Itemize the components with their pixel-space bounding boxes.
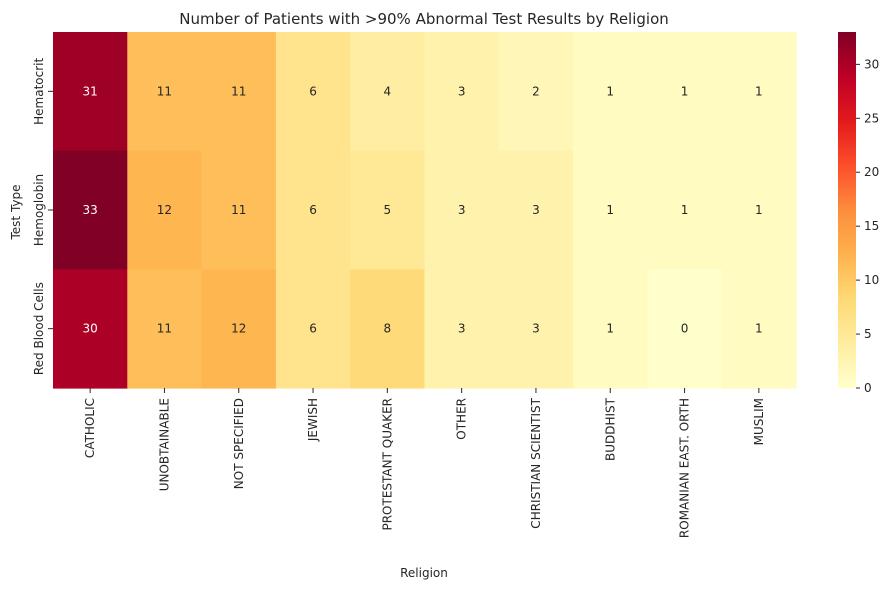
colorbar-tick-label: 5 xyxy=(864,327,872,341)
cell-value-label: 12 xyxy=(231,322,246,336)
cell-value-label: 1 xyxy=(755,203,763,217)
cell-value-label: 3 xyxy=(458,203,466,217)
colorbar-tick-label: 30 xyxy=(864,57,879,71)
colorbar: 0 5 10 15 20 25 30 xyxy=(838,32,879,395)
heatmap-cell xyxy=(201,32,277,152)
cell-value-label: 11 xyxy=(231,203,246,217)
cell-value-label: 12 xyxy=(157,203,172,217)
heatmap-cell xyxy=(127,269,203,389)
y-axis-label: Test Type xyxy=(9,184,23,240)
heatmap-cell xyxy=(424,269,500,389)
cell-value-label: 8 xyxy=(384,322,392,336)
x-tick-label: MUSLIM xyxy=(752,398,766,445)
heatmap-cell xyxy=(573,150,648,270)
colorbar-tick-label: 20 xyxy=(864,165,879,179)
heatmap-cell xyxy=(424,32,500,152)
heatmap-cell xyxy=(275,32,351,152)
cell-value-label: 11 xyxy=(157,84,172,98)
cell-value-label: 33 xyxy=(83,203,98,217)
colorbar-tick-label: 25 xyxy=(864,111,879,125)
cell-value-label: 3 xyxy=(532,203,540,217)
heatmap-cell xyxy=(573,32,648,152)
x-axis-label: Religion xyxy=(400,566,448,580)
heatmap-cell xyxy=(127,150,203,270)
x-tick-label: JEWISH xyxy=(306,398,320,442)
cell-value-label: 1 xyxy=(606,84,614,98)
heatmap-cell xyxy=(53,150,128,270)
x-axis: CATHOLIC UNOBTAINABLE NOT SPECIFIED JEWISH P… xyxy=(83,388,766,538)
heatmap-cell xyxy=(647,269,723,389)
y-tick-label: Red Blood Cells xyxy=(32,282,46,375)
x-tick-label: OTHER xyxy=(455,398,469,440)
heatmap-cell xyxy=(127,32,203,152)
cell-value-label: 1 xyxy=(755,322,763,336)
x-tick-label: NOT SPECIFIED xyxy=(232,398,246,489)
heatmap-cell xyxy=(721,150,797,270)
heatmap-cell xyxy=(53,32,128,152)
heatmap-cell xyxy=(275,269,351,389)
x-tick-label: BUDDHIST xyxy=(603,397,617,461)
heatmap-cell xyxy=(350,32,426,152)
cell-value-label: 1 xyxy=(606,322,614,336)
cell-value-label: 1 xyxy=(681,203,689,217)
colorbar-tick-label: 10 xyxy=(864,273,879,287)
cell-value-label: 1 xyxy=(755,84,763,98)
cell-value-label: 1 xyxy=(606,203,614,217)
heatmap-cell xyxy=(350,150,426,270)
heatmap-cell xyxy=(201,150,277,270)
cell-value-label: 1 xyxy=(681,84,689,98)
cell-value-label: 3 xyxy=(458,322,466,336)
x-tick-label: ROMANIAN EAST. ORTH xyxy=(678,398,692,538)
heatmap-cell xyxy=(647,150,723,270)
x-tick-label: CHRISTIAN SCIENTIST xyxy=(529,397,543,528)
cell-value-label: 6 xyxy=(309,203,317,217)
heatmap-cell xyxy=(350,269,426,389)
cell-value-label: 30 xyxy=(83,322,98,336)
heatmap-cell xyxy=(721,269,797,389)
chart-title: Number of Patients with >90% Abnormal Te… xyxy=(179,10,669,28)
y-tick-label: Hematocrit xyxy=(32,58,46,125)
heatmap-cells xyxy=(53,32,797,389)
cell-value-label: 3 xyxy=(532,322,540,336)
heatmap-cell xyxy=(424,150,500,270)
colorbar-tick-label: 0 xyxy=(864,381,872,395)
y-axis: Hematocrit Hemoglobin Red Blood Cells xyxy=(32,58,53,375)
cell-labels: 31 11 11 6 4 3 2 1 1 133 12 11 6 5 3 3 1 1 130 11 12 6 8 3 3 1 0 1 xyxy=(83,84,763,335)
heatmap-cell xyxy=(201,269,277,389)
cell-value-label: 5 xyxy=(384,203,392,217)
cell-value-label: 11 xyxy=(231,84,246,98)
cell-value-label: 0 xyxy=(681,322,689,336)
heatmap-cell xyxy=(647,32,723,152)
x-tick-label: CATHOLIC xyxy=(83,398,97,458)
cell-value-label: 11 xyxy=(157,322,172,336)
cell-value-label: 2 xyxy=(532,84,540,98)
colorbar-gradient xyxy=(838,32,856,388)
heatmap-cell xyxy=(573,269,648,389)
cell-value-label: 3 xyxy=(458,84,466,98)
cell-value-label: 31 xyxy=(83,84,98,98)
heatmap-cell xyxy=(498,32,574,152)
x-tick-label: UNOBTAINABLE xyxy=(157,398,171,491)
heatmap-cell xyxy=(53,269,128,389)
heatmap-cell xyxy=(498,150,574,270)
cell-value-label: 6 xyxy=(309,322,317,336)
heatmap-cell xyxy=(275,150,351,270)
heatmap-cell xyxy=(498,269,574,389)
cell-value-label: 4 xyxy=(384,84,392,98)
x-tick-label: PROTESTANT QUAKER xyxy=(380,398,394,531)
colorbar-tick-label: 15 xyxy=(864,219,879,233)
cell-value-label: 6 xyxy=(309,84,317,98)
y-tick-label: Hemoglobin xyxy=(32,174,46,246)
heatmap-cell xyxy=(721,32,797,152)
